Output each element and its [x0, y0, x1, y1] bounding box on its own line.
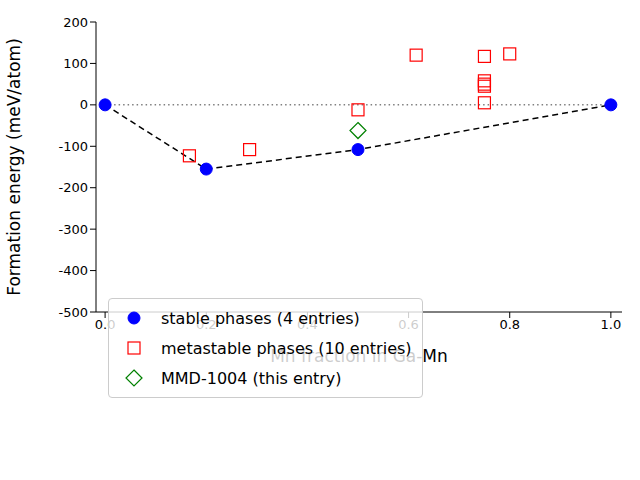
svg-text:0: 0	[80, 97, 88, 112]
svg-text:0.4: 0.4	[297, 317, 318, 332]
svg-text:0.2: 0.2	[196, 317, 217, 332]
svg-text:-500: -500	[58, 305, 88, 320]
svg-text:100: 100	[63, 56, 88, 71]
svg-text:-400: -400	[58, 263, 88, 278]
svg-text:-200: -200	[58, 180, 88, 195]
svg-text:1.0: 1.0	[601, 317, 622, 332]
svg-text:0.6: 0.6	[398, 317, 419, 332]
svg-text:Formation energy (meV/atom): Formation energy (meV/atom)	[8, 38, 24, 296]
svg-text:-300: -300	[58, 222, 88, 237]
svg-text:0.0: 0.0	[95, 317, 116, 332]
svg-text:0.8: 0.8	[499, 317, 520, 332]
svg-text:Mn fraction in Ga-Mn: Mn fraction in Ga-Mn	[270, 346, 448, 366]
svg-text:200: 200	[63, 15, 88, 30]
svg-text:-100: -100	[58, 139, 88, 154]
